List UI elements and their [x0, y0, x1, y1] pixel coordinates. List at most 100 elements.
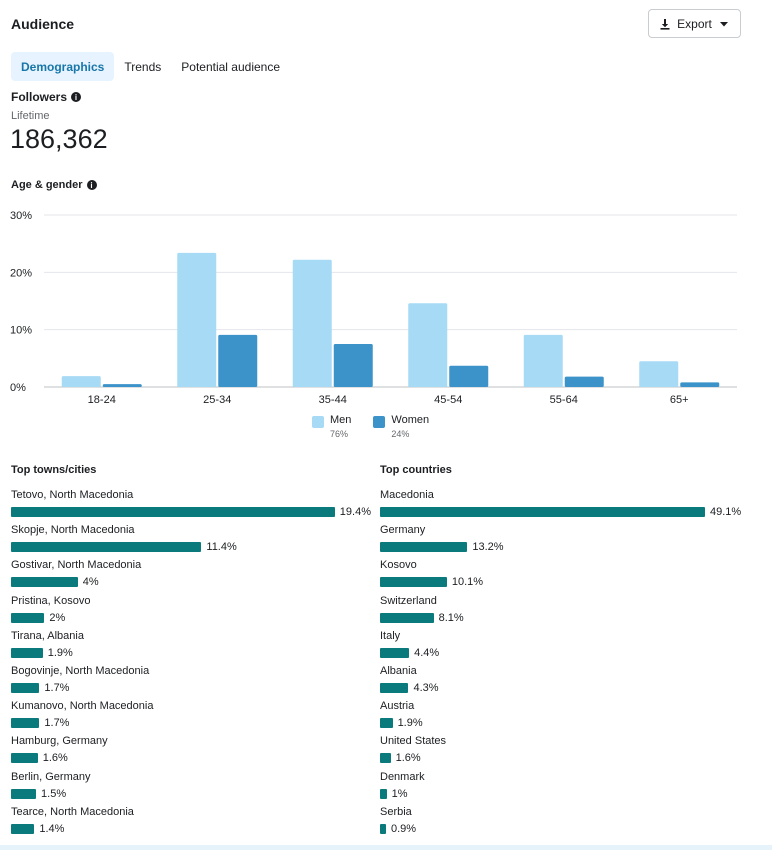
list-item-value: 1%	[391, 787, 408, 800]
list-item: Italy 4.4%	[380, 629, 750, 664]
info-icon[interactable]: i	[86, 180, 97, 190]
legend-swatch-men	[312, 416, 324, 428]
list-item-bar[interactable]	[11, 788, 37, 799]
bar-men-65+[interactable]	[639, 361, 679, 387]
list-item: Austria 1.9%	[380, 699, 750, 734]
tab-demographics[interactable]: Demographics	[11, 52, 115, 81]
list-item-bar-line: 11.4%	[11, 540, 371, 554]
list-item-bar-line: 13.2%	[380, 540, 750, 554]
list-item-bar[interactable]	[11, 507, 335, 517]
list-item-bar-line: 1.9%	[380, 716, 750, 730]
list-item-bar[interactable]	[380, 507, 705, 517]
list-item: Gostivar, North Macedonia 4%	[11, 558, 371, 593]
age-gender-chart: 30% 20% 10% 0% 18-24 25-34 35-44 45-54 55-64 65+	[10, 210, 737, 406]
list-item: Tirana, Albania 1.9%	[11, 629, 371, 664]
followers-period: Lifetime	[11, 110, 50, 122]
list-item-value: 11.4%	[206, 541, 237, 554]
list-item-bar[interactable]	[11, 542, 202, 553]
list-item-bar[interactable]	[11, 647, 43, 658]
page-title: Audience	[11, 16, 75, 32]
list-item-name: Germany	[380, 524, 426, 537]
bar-men-18-24[interactable]	[61, 376, 101, 387]
tab-bar: Demographics Trends Potential audience	[11, 52, 290, 81]
list-item-bar[interactable]	[11, 577, 78, 588]
legend-label-men: Men	[330, 414, 352, 426]
list-item-value: 1.4%	[39, 822, 65, 835]
bar-men-35-44[interactable]	[292, 259, 332, 387]
top-countries-list: Macedonia 49.1% Germany 13.2% Kosovo 10.1% Swi…	[380, 488, 750, 840]
list-item-bar[interactable]	[11, 718, 40, 729]
followers-count: 186,362	[10, 124, 108, 154]
list-item: Hamburg, Germany 1.6%	[11, 734, 371, 769]
list-item-bar[interactable]	[11, 823, 35, 834]
list-item-name: United States	[380, 735, 447, 748]
bar-men-25-34[interactable]	[177, 252, 217, 387]
list-item-bar[interactable]	[380, 577, 447, 588]
list-item-name: Skopje, North Macedonia	[11, 524, 135, 537]
export-button[interactable]: Export	[648, 9, 741, 38]
list-item-bar[interactable]	[380, 823, 386, 834]
list-item-bar[interactable]	[380, 542, 468, 553]
top-towns-title: Top towns/cities	[11, 464, 97, 476]
list-item-name: Pristina, Kosovo	[11, 594, 91, 607]
legend-item-men[interactable]: Men 76%	[312, 414, 351, 439]
list-item-bar-line: 2%	[11, 611, 371, 625]
list-item-name: Gostivar, North Macedonia	[11, 559, 142, 572]
list-item-name: Denmark	[380, 770, 425, 783]
list-item: Kumanovo, North Macedonia 1.7%	[11, 699, 371, 734]
list-item: Pristina, Kosovo 2%	[11, 594, 371, 629]
top-countries-title: Top countries	[380, 464, 452, 476]
list-item-value: 13.2%	[472, 541, 504, 554]
list-item-value: 1.9%	[397, 717, 423, 730]
x-tick-label: 35-44	[319, 394, 347, 406]
bottom-divider	[0, 845, 772, 850]
list-item-bar[interactable]	[11, 753, 38, 764]
age-gender-label: Age & gender	[11, 179, 83, 191]
list-item-bar[interactable]	[380, 788, 387, 799]
list-item-name: Kosovo	[380, 559, 417, 572]
list-item-value: 4%	[82, 576, 99, 589]
list-item-bar[interactable]	[11, 682, 40, 693]
list-item: Switzerland 8.1%	[380, 594, 750, 629]
age-gender-heading: Age & gender i	[11, 179, 97, 191]
caret-down-icon	[719, 21, 728, 26]
bar-women-55-64[interactable]	[564, 376, 604, 387]
list-item-bar[interactable]	[380, 682, 409, 693]
list-item-bar-line: 1.7%	[11, 716, 371, 730]
list-item-value: 1.5%	[41, 787, 67, 800]
list-item: Tetovo, North Macedonia 19.4%	[11, 488, 371, 523]
list-item-name: Bogovinje, North Macedonia	[11, 664, 150, 677]
info-icon[interactable]: i	[71, 92, 82, 102]
legend-pct-women: 24%	[391, 429, 410, 439]
list-item: Denmark 1%	[380, 770, 750, 805]
bar-women-45-54[interactable]	[449, 365, 489, 387]
list-item-name: Austria	[380, 700, 415, 713]
list-item-value: 1.7%	[44, 717, 70, 730]
list-item-bar[interactable]	[380, 647, 410, 658]
list-item-bar[interactable]	[380, 612, 434, 623]
list-item: Macedonia 49.1%	[380, 488, 750, 523]
bar-men-55-64[interactable]	[523, 334, 563, 387]
bar-women-65+[interactable]	[680, 382, 720, 387]
list-item-bar[interactable]	[380, 753, 391, 764]
bar-women-18-24[interactable]	[102, 384, 142, 387]
x-tick-label: 45-54	[434, 394, 462, 406]
legend-item-women[interactable]: Women 24%	[373, 414, 429, 439]
list-item-name: Berlin, Germany	[11, 770, 91, 783]
list-item-name: Kumanovo, North Macedonia	[11, 700, 154, 713]
list-item-value: 1.9%	[47, 646, 73, 659]
x-tick-label: 65+	[670, 394, 689, 406]
list-item-bar[interactable]	[11, 612, 45, 623]
list-item-bar[interactable]	[380, 718, 393, 729]
list-item-name: Serbia	[380, 805, 412, 818]
followers-heading: Followers i	[11, 90, 82, 104]
list-item-bar-line: 4%	[11, 575, 371, 589]
bar-women-25-34[interactable]	[218, 334, 258, 387]
legend-pct-men: 76%	[330, 429, 349, 439]
list-item: Tearce, North Macedonia 1.4%	[11, 805, 371, 840]
bar-women-35-44[interactable]	[333, 344, 373, 387]
tab-potential-audience[interactable]: Potential audience	[181, 59, 281, 74]
tab-trends[interactable]: Trends	[124, 59, 162, 74]
list-item: Kosovo 10.1%	[380, 558, 750, 593]
bar-men-45-54[interactable]	[408, 303, 448, 387]
